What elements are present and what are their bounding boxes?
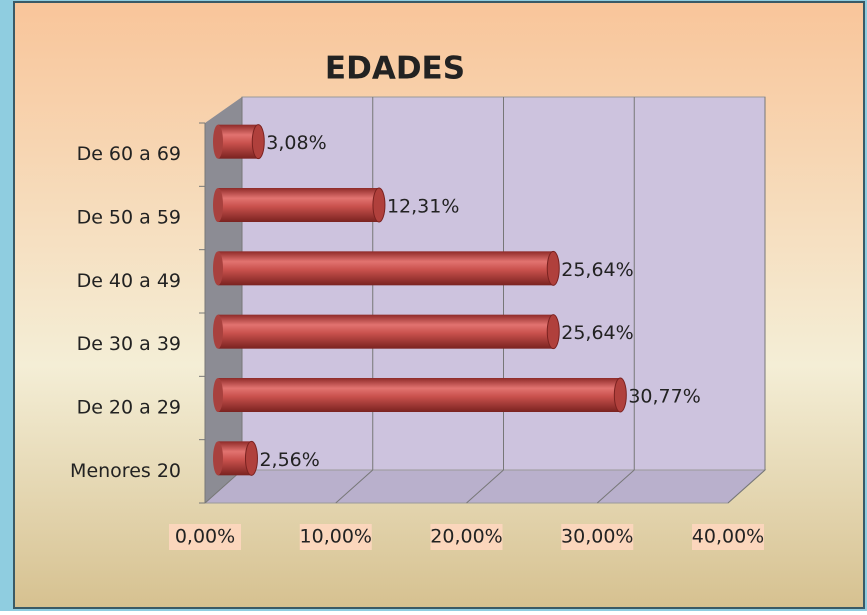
grid-line	[596, 469, 635, 504]
tick-label-bg	[430, 524, 503, 550]
grid-line	[204, 469, 243, 504]
data-label: 30,77%	[628, 386, 700, 408]
bar-body	[218, 251, 554, 286]
data-label: 2,56%	[259, 449, 319, 471]
tick-label-bg	[169, 524, 241, 550]
bar-cap	[546, 314, 560, 350]
data-label: 25,64%	[561, 259, 633, 281]
grid-line	[335, 469, 374, 504]
y-tick-label: De 60 a 69	[77, 143, 181, 165]
y-tick-label: De 20 a 29	[77, 397, 181, 419]
bar-cap	[244, 440, 258, 476]
bar-cap	[546, 250, 560, 286]
bar-base	[213, 124, 223, 159]
bar-base	[213, 314, 223, 349]
data-label: 3,08%	[266, 132, 326, 154]
bar	[213, 187, 386, 223]
y-tick-label: De 40 a 49	[77, 270, 181, 292]
bar-cap	[613, 377, 627, 413]
bar-body	[218, 314, 554, 349]
bar	[213, 124, 265, 160]
x-tick-label: 30,00%	[561, 526, 633, 548]
tick-label-bg	[299, 524, 372, 550]
tick-label-bg	[561, 524, 634, 550]
bar-body	[218, 188, 379, 222]
bar-base	[213, 188, 223, 222]
bar-cap	[251, 124, 265, 160]
x-tick-label: 0,00%	[175, 526, 235, 548]
bar-base	[213, 378, 223, 412]
bar	[213, 377, 627, 413]
data-label: 12,31%	[387, 196, 459, 218]
tick-label-bg	[692, 524, 764, 550]
y-tick-label: Menores 20	[70, 460, 181, 482]
bar	[213, 250, 560, 286]
bar-base	[213, 251, 223, 286]
bar-cap	[372, 187, 386, 223]
x-tick-label: 10,00%	[300, 526, 372, 548]
chart-title: EDADES	[325, 51, 465, 87]
bar-body	[218, 124, 259, 159]
bar	[213, 314, 560, 350]
y-tick-label: De 50 a 59	[77, 207, 181, 229]
y-tick-label: De 30 a 39	[77, 333, 181, 355]
bar-body	[218, 378, 621, 412]
data-label: 25,64%	[561, 322, 633, 344]
grid-line	[466, 469, 504, 504]
bar-base	[213, 441, 223, 476]
bar	[213, 440, 258, 476]
x-tick-label: 40,00%	[692, 526, 764, 548]
grid-line	[727, 469, 766, 504]
x-tick-label: 20,00%	[430, 526, 502, 548]
